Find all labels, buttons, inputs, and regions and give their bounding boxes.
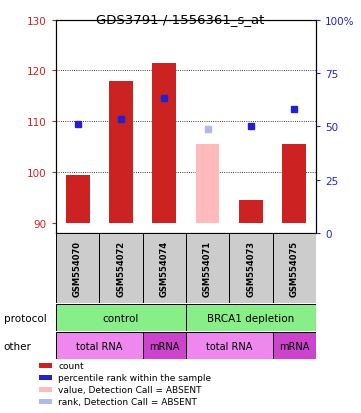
Text: count: count <box>58 361 84 370</box>
Bar <box>39 399 52 404</box>
FancyBboxPatch shape <box>56 233 99 304</box>
FancyBboxPatch shape <box>229 233 273 304</box>
Bar <box>239 200 263 223</box>
Text: BRCA1 depletion: BRCA1 depletion <box>207 313 295 323</box>
Text: value, Detection Call = ABSENT: value, Detection Call = ABSENT <box>58 385 202 394</box>
Text: total RNA: total RNA <box>206 341 252 351</box>
Text: mRNA: mRNA <box>149 341 179 351</box>
Text: GSM554073: GSM554073 <box>247 240 255 297</box>
Text: protocol: protocol <box>4 313 46 323</box>
Text: GSM554074: GSM554074 <box>160 240 169 297</box>
Bar <box>152 64 176 223</box>
Bar <box>39 375 52 380</box>
Text: GSM554071: GSM554071 <box>203 240 212 297</box>
FancyBboxPatch shape <box>143 233 186 304</box>
FancyBboxPatch shape <box>56 304 186 332</box>
Text: percentile rank within the sample: percentile rank within the sample <box>58 373 212 382</box>
Text: control: control <box>103 313 139 323</box>
Text: GDS3791 / 1556361_s_at: GDS3791 / 1556361_s_at <box>96 13 265 26</box>
Bar <box>66 175 90 223</box>
Text: GSM554075: GSM554075 <box>290 240 299 297</box>
Bar <box>109 81 133 223</box>
FancyBboxPatch shape <box>273 233 316 304</box>
FancyBboxPatch shape <box>186 233 229 304</box>
FancyBboxPatch shape <box>273 332 316 359</box>
Text: other: other <box>4 341 31 351</box>
Text: total RNA: total RNA <box>76 341 122 351</box>
FancyBboxPatch shape <box>143 332 186 359</box>
Bar <box>39 363 52 368</box>
Text: GSM554072: GSM554072 <box>117 240 125 297</box>
FancyBboxPatch shape <box>186 304 316 332</box>
Bar <box>39 387 52 392</box>
Text: rank, Detection Call = ABSENT: rank, Detection Call = ABSENT <box>58 397 197 406</box>
FancyBboxPatch shape <box>186 332 273 359</box>
Text: mRNA: mRNA <box>279 341 309 351</box>
FancyBboxPatch shape <box>56 332 143 359</box>
Bar <box>196 145 219 223</box>
Text: GSM554070: GSM554070 <box>73 240 82 297</box>
FancyBboxPatch shape <box>99 233 143 304</box>
Bar <box>282 145 306 223</box>
